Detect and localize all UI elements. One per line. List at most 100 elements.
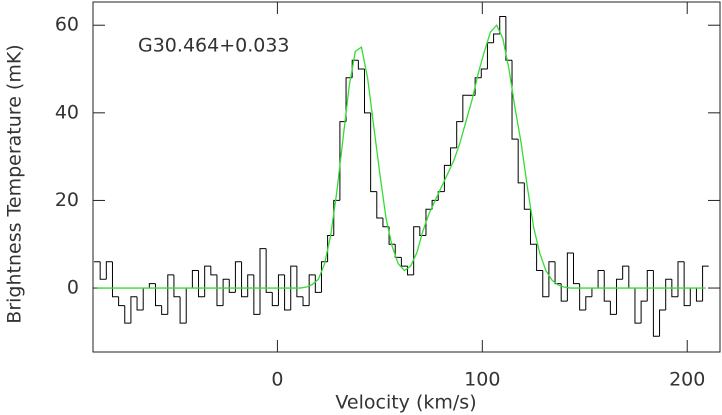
spectrum-step bbox=[462, 94, 469, 122]
spectrum-step bbox=[560, 283, 568, 302]
spectrum-step bbox=[634, 288, 642, 324]
spectrum-step bbox=[591, 287, 599, 297]
spectrum-step bbox=[210, 266, 217, 276]
spectrum-step bbox=[419, 226, 426, 236]
fit-line bbox=[97, 24, 706, 289]
x-tick-label: 200 bbox=[669, 369, 705, 391]
spectrum-step bbox=[456, 121, 463, 148]
spectrum-step bbox=[659, 309, 666, 337]
spectrum-step bbox=[628, 266, 635, 289]
spectrum-step bbox=[148, 283, 156, 289]
spectrum-step bbox=[118, 296, 125, 307]
spectrum-step bbox=[142, 287, 150, 310]
spectrum-step bbox=[609, 301, 617, 315]
spectrum-step bbox=[296, 266, 304, 298]
spectrum-step bbox=[671, 279, 678, 298]
spectrum-step bbox=[382, 217, 390, 228]
spectrum-step bbox=[339, 121, 347, 201]
spectrum-step bbox=[327, 234, 334, 262]
spectrum-step bbox=[505, 16, 513, 61]
spectrum-step bbox=[597, 270, 605, 289]
x-tick-label: 0 bbox=[271, 369, 283, 391]
spectrum-step bbox=[480, 68, 488, 78]
spectrum-step bbox=[529, 209, 537, 245]
spectrum-step bbox=[554, 261, 562, 285]
spectrum-step bbox=[228, 279, 236, 293]
y-tick-label: 0 bbox=[67, 277, 79, 299]
spectrum-step bbox=[394, 244, 402, 258]
spectrum-step bbox=[493, 33, 500, 43]
spectrum-step bbox=[579, 283, 586, 311]
spectrum-step bbox=[702, 265, 709, 302]
spectrum-step bbox=[640, 300, 648, 324]
spectrum-step bbox=[333, 199, 340, 236]
y-tick-label: 40 bbox=[55, 101, 79, 123]
spectrum-step bbox=[179, 296, 187, 324]
spectrum-step bbox=[652, 270, 660, 337]
spectrum-step bbox=[302, 296, 310, 307]
spectrum-step bbox=[517, 139, 525, 184]
spectrum-step bbox=[357, 60, 365, 70]
spectrum-step bbox=[646, 270, 654, 302]
spectrum-step bbox=[585, 296, 592, 310]
spectrum-step bbox=[622, 265, 629, 280]
spectrum-step bbox=[259, 248, 267, 315]
spectrum-step bbox=[370, 112, 377, 193]
y-tick-label: 60 bbox=[55, 14, 79, 36]
spectrum-step bbox=[241, 261, 248, 298]
spectrum-step bbox=[161, 305, 168, 315]
spectrum-step bbox=[511, 60, 519, 140]
spectrum-step bbox=[173, 274, 181, 298]
spectrum-step bbox=[486, 42, 494, 70]
spectrum-step bbox=[105, 261, 113, 280]
plot-frame bbox=[92, 1, 721, 353]
x-tick-label: 100 bbox=[464, 369, 500, 391]
spectrum-step bbox=[400, 257, 408, 267]
spectrum-step bbox=[474, 77, 482, 96]
spectrum-step bbox=[499, 15, 506, 34]
spectrum-step bbox=[253, 274, 260, 315]
spectrum-step bbox=[111, 261, 119, 298]
spectrum-step bbox=[603, 270, 611, 302]
spectrum-step bbox=[154, 283, 162, 307]
spectrum-step bbox=[216, 274, 224, 307]
spectrum-step bbox=[314, 274, 322, 293]
spectrum-step bbox=[99, 261, 107, 280]
spectrum-step bbox=[542, 270, 549, 298]
spectrum-step bbox=[136, 296, 144, 311]
spectrum-step bbox=[695, 288, 703, 302]
spectrum-step bbox=[376, 191, 383, 219]
spectrum-step bbox=[437, 191, 445, 201]
spectrum-step bbox=[523, 182, 531, 210]
spectrum-step bbox=[677, 261, 685, 297]
spectrum-step bbox=[536, 244, 543, 272]
spectrum-step bbox=[566, 252, 574, 302]
spectrum-step bbox=[284, 274, 291, 311]
spectrum-step bbox=[450, 147, 457, 166]
spectrum-step bbox=[308, 274, 316, 306]
x-axis-label: Velocity (km/s) bbox=[335, 392, 476, 414]
spectrum-step bbox=[130, 296, 138, 324]
spectrum-step bbox=[572, 253, 580, 285]
y-tick-label: 20 bbox=[55, 189, 79, 211]
spectrum-step bbox=[425, 208, 433, 236]
annotation: G30.464+0.033 bbox=[138, 35, 290, 57]
spectrum-step bbox=[363, 69, 371, 114]
spectrum-step bbox=[683, 261, 691, 307]
spectrum-step bbox=[689, 287, 697, 306]
spectrum-step bbox=[124, 305, 131, 324]
spectrum-step bbox=[198, 270, 205, 298]
spectrum-step bbox=[443, 164, 451, 192]
spectrum-step bbox=[548, 261, 556, 297]
spectrum-step bbox=[320, 261, 328, 293]
spectrum-step bbox=[247, 274, 254, 297]
spectrum-step bbox=[167, 274, 174, 315]
spectrum-step bbox=[265, 248, 273, 293]
spectrum-step bbox=[222, 278, 230, 306]
spectrum-step bbox=[204, 265, 211, 297]
spectrum-step bbox=[277, 274, 285, 306]
spectrum-step bbox=[185, 287, 193, 324]
spectrum-step bbox=[234, 261, 242, 293]
spectrum-step bbox=[191, 270, 199, 289]
